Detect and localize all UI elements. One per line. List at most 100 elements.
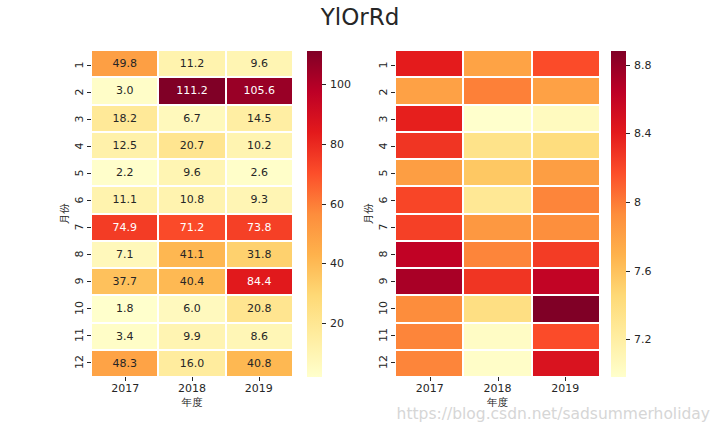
y-axis-label: 月份 [58,203,72,224]
heatmap-cell [533,215,599,240]
heatmap-cell [396,133,462,158]
y-tick-label: 1 [73,61,86,68]
x-tick-mark [498,377,499,381]
x-tick-mark [125,377,126,381]
y-tick-label: 4 [377,142,390,149]
heatmap-cell [533,187,599,212]
x-tick-label: 2018 [484,382,512,395]
colorbar-tick-label: 7.6 [634,264,652,277]
heatmap-cell [464,269,530,294]
y-tick-mark [87,308,91,309]
y-tick-mark [87,227,91,228]
y-tick-mark [391,173,395,174]
x-axis-label: 年度 [487,396,508,410]
heatmap-cell: 12.5 [92,133,157,158]
y-tick-label: 10 [73,301,86,315]
y-tick-label: 11 [377,328,390,342]
y-tick-label: 6 [73,196,86,203]
plain-heatmap [396,51,599,376]
heatmap-cell: 2.6 [227,160,292,185]
heatmap-cell: 111.2 [159,78,224,103]
y-tick-label: 2 [73,88,86,95]
colorbar-tick-mark [322,204,326,205]
colorbar-tick-label: 80 [330,137,344,150]
heatmap-cell: 49.8 [92,51,157,76]
heatmap-cell [464,351,530,376]
heatmap-cell [464,160,530,185]
heatmap-cell: 73.8 [227,215,292,240]
x-tick-label: 2017 [416,382,444,395]
heatmap-cell: 20.7 [159,133,224,158]
heatmap-cell: 9.6 [227,51,292,76]
colorbar-tick-mark [626,271,630,272]
heatmap-cell [533,351,599,376]
y-tick-mark [87,254,91,255]
heatmap-cell: 7.1 [92,242,157,267]
y-tick-mark [391,146,395,147]
colorbar-tick-mark [626,202,630,203]
y-tick-label: 11 [73,328,86,342]
heatmap-cell [396,78,462,103]
colorbar-tick-mark [626,133,630,134]
heatmap-cell [533,269,599,294]
y-tick-mark [87,200,91,201]
y-tick-label: 8 [377,251,390,258]
heatmap-cell: 3.0 [92,78,157,103]
heatmap-cell [464,324,530,349]
heatmap-cell: 71.2 [159,215,224,240]
figure: YlOrRd https://blog.csdn.net/sadsummerho… [0,0,720,432]
colorbar-tick-label: 20 [330,316,344,329]
colorbar-tick-label: 8 [634,195,641,208]
y-axis-label: 月份 [362,203,376,224]
y-tick-label: 7 [377,224,390,231]
y-tick-mark [391,335,395,336]
heatmap-cell: 16.0 [159,351,224,376]
x-tick-mark [259,377,260,381]
y-tick-mark [87,146,91,147]
heatmap-cell: 48.3 [92,351,157,376]
heatmap-cell [464,242,530,267]
y-tick-mark [391,65,395,66]
heatmap-cell [396,351,462,376]
heatmap-cell: 40.8 [227,351,292,376]
heatmap-cell: 2.2 [92,160,157,185]
y-tick-label: 7 [73,224,86,231]
heatmap-cell [396,296,462,321]
x-tick-label: 2017 [111,382,139,395]
heatmap-cell [464,187,530,212]
heatmap-cell [396,51,462,76]
colorbar-tick-mark [322,323,326,324]
colorbar [307,51,322,377]
heatmap-cell: 9.9 [159,324,224,349]
y-tick-label: 1 [377,61,390,68]
colorbar-tick-mark [322,263,326,264]
y-tick-label: 12 [377,355,390,369]
y-tick-mark [391,227,395,228]
heatmap-cell [464,133,530,158]
heatmap-cell: 1.8 [92,296,157,321]
heatmap-cell [533,78,599,103]
y-tick-mark [391,281,395,282]
y-tick-mark [391,254,395,255]
x-tick-label: 2018 [178,382,206,395]
colorbar-tick-mark [626,339,630,340]
heatmap-cell: 74.9 [92,215,157,240]
y-tick-label: 10 [377,301,390,315]
y-tick-label: 9 [73,278,86,285]
heatmap-cell [396,215,462,240]
y-tick-mark [391,119,395,120]
x-tick-mark [430,377,431,381]
y-tick-mark [87,65,91,66]
x-tick-label: 2019 [245,382,273,395]
heatmap-cell [533,160,599,185]
heatmap-cell [533,324,599,349]
x-tick-mark [565,377,566,381]
y-tick-label: 3 [73,115,86,122]
heatmap-cell [396,187,462,212]
y-tick-label: 6 [377,196,390,203]
heatmap-cell [533,106,599,131]
x-axis-label: 年度 [182,396,203,410]
y-tick-label: 2 [377,88,390,95]
heatmap-cell [533,296,599,321]
heatmap-cell [533,242,599,267]
